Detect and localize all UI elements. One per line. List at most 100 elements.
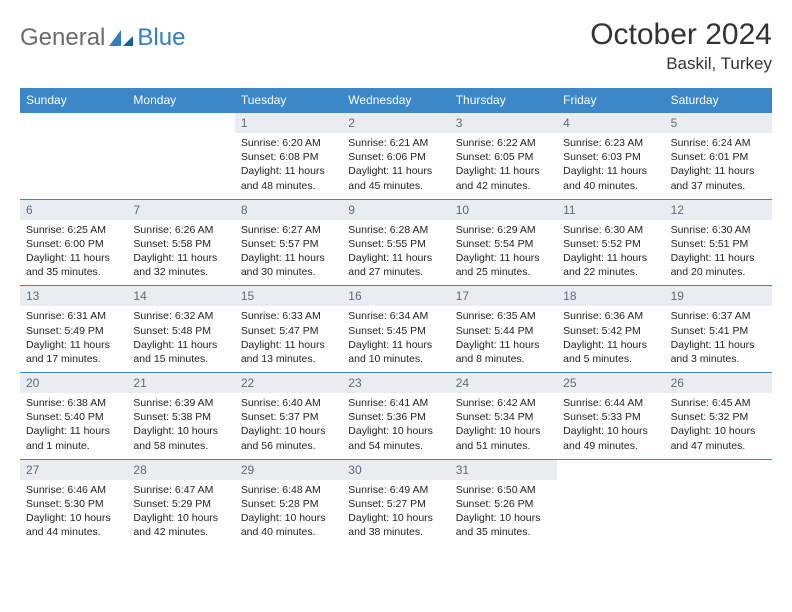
sunrise-text: Sunrise: 6:23 AM [563, 136, 658, 150]
day-cell: 19Sunrise: 6:37 AMSunset: 5:41 PMDayligh… [665, 285, 772, 372]
day-cell: 2Sunrise: 6:21 AMSunset: 6:06 PMDaylight… [342, 112, 449, 199]
daylight-text: Daylight: 11 hours and 13 minutes. [241, 338, 336, 366]
daylight-text: Daylight: 11 hours and 27 minutes. [348, 251, 443, 279]
daylight-text: Daylight: 10 hours and 49 minutes. [563, 424, 658, 452]
day-body: Sunrise: 6:41 AMSunset: 5:36 PMDaylight:… [342, 393, 449, 459]
day-cell: 22Sunrise: 6:40 AMSunset: 5:37 PMDayligh… [235, 372, 342, 459]
sunrise-text: Sunrise: 6:46 AM [26, 483, 121, 497]
daylight-text: Daylight: 11 hours and 8 minutes. [456, 338, 551, 366]
day-cell: 23Sunrise: 6:41 AMSunset: 5:36 PMDayligh… [342, 372, 449, 459]
sunrise-text: Sunrise: 6:44 AM [563, 396, 658, 410]
day-number: 17 [450, 286, 557, 306]
sunset-text: Sunset: 5:45 PM [348, 324, 443, 338]
title-block: October 2024 Baskil, Turkey [590, 18, 772, 74]
logo-text-general: General [20, 24, 105, 52]
day-body: Sunrise: 6:32 AMSunset: 5:48 PMDaylight:… [127, 306, 234, 372]
sunset-text: Sunset: 5:58 PM [133, 237, 228, 251]
sunrise-text: Sunrise: 6:37 AM [671, 309, 766, 323]
day-number: 5 [665, 113, 772, 133]
day-cell: 16Sunrise: 6:34 AMSunset: 5:45 PMDayligh… [342, 285, 449, 372]
sunrise-text: Sunrise: 6:30 AM [671, 223, 766, 237]
day-cell: 10Sunrise: 6:29 AMSunset: 5:54 PMDayligh… [450, 199, 557, 286]
daylight-text: Daylight: 11 hours and 17 minutes. [26, 338, 121, 366]
daylight-text: Daylight: 11 hours and 30 minutes. [241, 251, 336, 279]
day-number: 4 [557, 113, 664, 133]
logo: General Blue [20, 18, 185, 52]
daylight-text: Daylight: 11 hours and 10 minutes. [348, 338, 443, 366]
day-body: Sunrise: 6:35 AMSunset: 5:44 PMDaylight:… [450, 306, 557, 372]
day-cell: 5Sunrise: 6:24 AMSunset: 6:01 PMDaylight… [665, 112, 772, 199]
day-number: 24 [450, 373, 557, 393]
logo-text-blue: Blue [137, 24, 185, 52]
daylight-text: Daylight: 11 hours and 35 minutes. [26, 251, 121, 279]
daylight-text: Daylight: 11 hours and 45 minutes. [348, 164, 443, 192]
day-body: Sunrise: 6:34 AMSunset: 5:45 PMDaylight:… [342, 306, 449, 372]
sunrise-text: Sunrise: 6:48 AM [241, 483, 336, 497]
daylight-text: Daylight: 10 hours and 42 minutes. [133, 511, 228, 539]
empty-cell [665, 459, 772, 546]
day-header: Friday [557, 88, 664, 112]
daylight-text: Daylight: 11 hours and 25 minutes. [456, 251, 551, 279]
day-number: 16 [342, 286, 449, 306]
day-number: 21 [127, 373, 234, 393]
sunrise-text: Sunrise: 6:32 AM [133, 309, 228, 323]
sunrise-text: Sunrise: 6:35 AM [456, 309, 551, 323]
sunset-text: Sunset: 5:52 PM [563, 237, 658, 251]
sunset-text: Sunset: 6:06 PM [348, 150, 443, 164]
day-body: Sunrise: 6:42 AMSunset: 5:34 PMDaylight:… [450, 393, 557, 459]
day-body: Sunrise: 6:38 AMSunset: 5:40 PMDaylight:… [20, 393, 127, 459]
sunset-text: Sunset: 5:27 PM [348, 497, 443, 511]
daylight-text: Daylight: 11 hours and 5 minutes. [563, 338, 658, 366]
day-number: 14 [127, 286, 234, 306]
day-header: Saturday [665, 88, 772, 112]
day-number: 22 [235, 373, 342, 393]
day-body: Sunrise: 6:49 AMSunset: 5:27 PMDaylight:… [342, 480, 449, 546]
day-cell: 25Sunrise: 6:44 AMSunset: 5:33 PMDayligh… [557, 372, 664, 459]
sunset-text: Sunset: 6:00 PM [26, 237, 121, 251]
day-body: Sunrise: 6:33 AMSunset: 5:47 PMDaylight:… [235, 306, 342, 372]
sunrise-text: Sunrise: 6:33 AM [241, 309, 336, 323]
day-number: 25 [557, 373, 664, 393]
day-body: Sunrise: 6:36 AMSunset: 5:42 PMDaylight:… [557, 306, 664, 372]
day-header: Sunday [20, 88, 127, 112]
day-number: 13 [20, 286, 127, 306]
day-cell: 21Sunrise: 6:39 AMSunset: 5:38 PMDayligh… [127, 372, 234, 459]
month-title: October 2024 [590, 18, 772, 52]
day-number: 31 [450, 460, 557, 480]
day-number: 11 [557, 200, 664, 220]
sunset-text: Sunset: 5:41 PM [671, 324, 766, 338]
daylight-text: Daylight: 11 hours and 15 minutes. [133, 338, 228, 366]
sunrise-text: Sunrise: 6:26 AM [133, 223, 228, 237]
sunrise-text: Sunrise: 6:24 AM [671, 136, 766, 150]
day-body: Sunrise: 6:28 AMSunset: 5:55 PMDaylight:… [342, 220, 449, 286]
day-number: 3 [450, 113, 557, 133]
day-cell: 26Sunrise: 6:45 AMSunset: 5:32 PMDayligh… [665, 372, 772, 459]
day-number: 26 [665, 373, 772, 393]
day-number: 28 [127, 460, 234, 480]
day-body: Sunrise: 6:48 AMSunset: 5:28 PMDaylight:… [235, 480, 342, 546]
sunset-text: Sunset: 5:30 PM [26, 497, 121, 511]
day-body: Sunrise: 6:23 AMSunset: 6:03 PMDaylight:… [557, 133, 664, 199]
daylight-text: Daylight: 10 hours and 38 minutes. [348, 511, 443, 539]
day-body: Sunrise: 6:40 AMSunset: 5:37 PMDaylight:… [235, 393, 342, 459]
sunset-text: Sunset: 5:44 PM [456, 324, 551, 338]
sunset-text: Sunset: 6:01 PM [671, 150, 766, 164]
day-header: Monday [127, 88, 234, 112]
day-number: 30 [342, 460, 449, 480]
sunset-text: Sunset: 6:08 PM [241, 150, 336, 164]
day-number: 18 [557, 286, 664, 306]
day-body: Sunrise: 6:46 AMSunset: 5:30 PMDaylight:… [20, 480, 127, 546]
header: General Blue October 2024 Baskil, Turkey [20, 18, 772, 74]
day-cell: 12Sunrise: 6:30 AMSunset: 5:51 PMDayligh… [665, 199, 772, 286]
daylight-text: Daylight: 10 hours and 35 minutes. [456, 511, 551, 539]
sunrise-text: Sunrise: 6:40 AM [241, 396, 336, 410]
sunrise-text: Sunrise: 6:29 AM [456, 223, 551, 237]
empty-cell [557, 459, 664, 546]
day-cell: 8Sunrise: 6:27 AMSunset: 5:57 PMDaylight… [235, 199, 342, 286]
day-header: Thursday [450, 88, 557, 112]
day-number: 27 [20, 460, 127, 480]
daylight-text: Daylight: 10 hours and 54 minutes. [348, 424, 443, 452]
daylight-text: Daylight: 11 hours and 22 minutes. [563, 251, 658, 279]
daylight-text: Daylight: 10 hours and 40 minutes. [241, 511, 336, 539]
sunrise-text: Sunrise: 6:20 AM [241, 136, 336, 150]
